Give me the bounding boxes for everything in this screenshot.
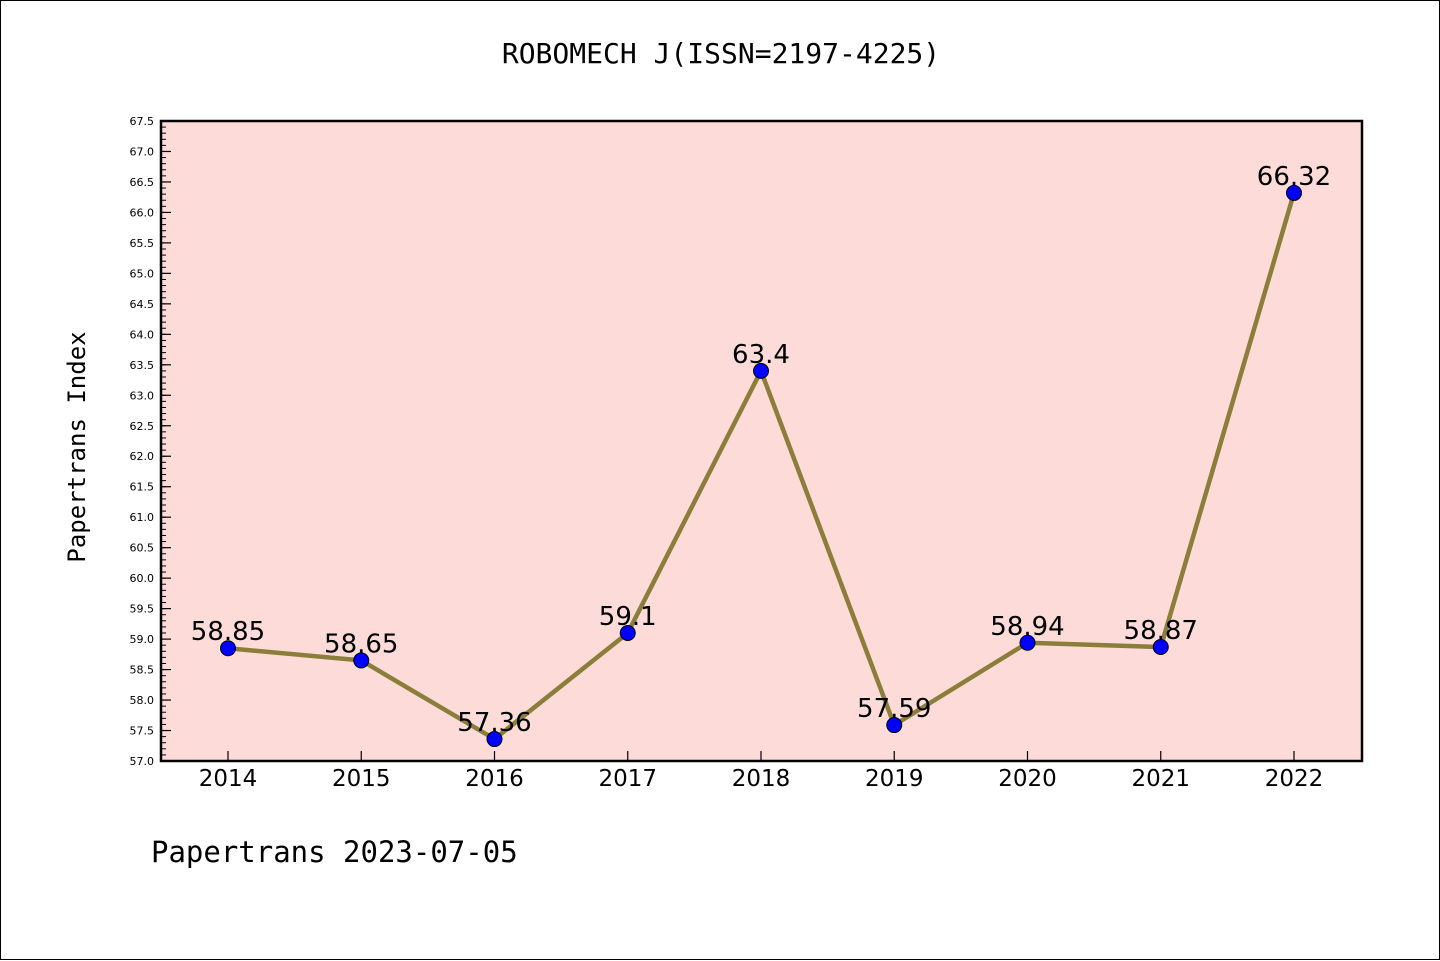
x-axis-ticks: 2014 2015 2016 2017 2018 2019 2020 2021 2022 xyxy=(199,751,1324,792)
data-point xyxy=(1019,634,1036,651)
y-tick-label: 59.0 xyxy=(130,633,155,646)
y-tick-label: 64.5 xyxy=(130,298,155,311)
data-point xyxy=(353,652,370,669)
data-label: 57.36 xyxy=(457,708,531,738)
y-tick-label: 59.5 xyxy=(130,603,155,616)
chart-title: ROBOMECH J(ISSN=2197-4225) xyxy=(501,37,941,70)
y-tick-label: 61.0 xyxy=(130,511,155,524)
y-tick-label: 61.5 xyxy=(130,481,155,494)
y-tick-label: 57.0 xyxy=(130,755,155,768)
y-tick-label: 62.0 xyxy=(130,450,155,463)
data-label: 59.1 xyxy=(599,602,657,632)
x-tick-label: 2021 xyxy=(1131,766,1190,792)
data-point xyxy=(220,640,236,657)
y-tick-label: 63.5 xyxy=(130,359,155,372)
y-tick-label: 58.0 xyxy=(130,694,155,707)
plot-area xyxy=(161,121,1362,761)
y-tick-label: 63.0 xyxy=(130,389,155,402)
data-point xyxy=(1152,639,1169,656)
data-point xyxy=(753,362,769,379)
data-point xyxy=(886,717,903,734)
y-tick-label: 58.5 xyxy=(130,664,155,677)
y-tick-label: 60.5 xyxy=(130,542,155,555)
data-label: 57.59 xyxy=(857,694,931,724)
x-tick-label: 2020 xyxy=(998,766,1057,792)
y-tick-label: 64.0 xyxy=(130,328,155,341)
y-tick-label: 66.0 xyxy=(130,206,155,219)
y-tick-label: 65.5 xyxy=(130,237,155,250)
y-tick-label: 67.0 xyxy=(130,145,155,158)
y-tick-label: 66.5 xyxy=(130,176,155,189)
x-tick-label: 2017 xyxy=(598,766,657,792)
y-major-ticks: 57.0 57.5 58.0 58.5 59.0 59.5 60.0 60.5 61.0 61.5… xyxy=(130,115,171,768)
x-tick-label: 2015 xyxy=(332,766,391,792)
x-tick-label: 2016 xyxy=(465,766,524,792)
data-label: 63.4 xyxy=(732,340,790,370)
data-label: 58.85 xyxy=(191,617,265,647)
x-tick-label: 2014 xyxy=(199,766,258,792)
data-label: 58.94 xyxy=(990,612,1064,642)
footer-date-label: Papertrans 2023-07-05 xyxy=(151,835,518,869)
data-label: 66.32 xyxy=(1257,162,1331,192)
data-labels: 58.85 58.65 57.36 59.1 63.4 57.59 58.94 58.87 66… xyxy=(191,162,1331,738)
data-point xyxy=(486,731,503,748)
y-tick-label: 62.5 xyxy=(130,420,155,433)
data-point xyxy=(619,625,636,641)
y-tick-label: 60.0 xyxy=(130,572,155,585)
x-tick-label: 2019 xyxy=(865,766,924,792)
data-label: 58.87 xyxy=(1124,616,1198,646)
data-point xyxy=(1286,184,1302,201)
x-tick-label: 2018 xyxy=(732,766,791,792)
y-tick-label: 67.5 xyxy=(130,115,155,128)
data-points xyxy=(220,184,1302,748)
x-tick-label: 2022 xyxy=(1265,766,1324,792)
plot-border xyxy=(159,119,1364,763)
y-tick-label: 65.0 xyxy=(130,267,155,280)
data-label: 58.65 xyxy=(324,629,398,659)
y-tick-label: 57.5 xyxy=(130,725,155,738)
